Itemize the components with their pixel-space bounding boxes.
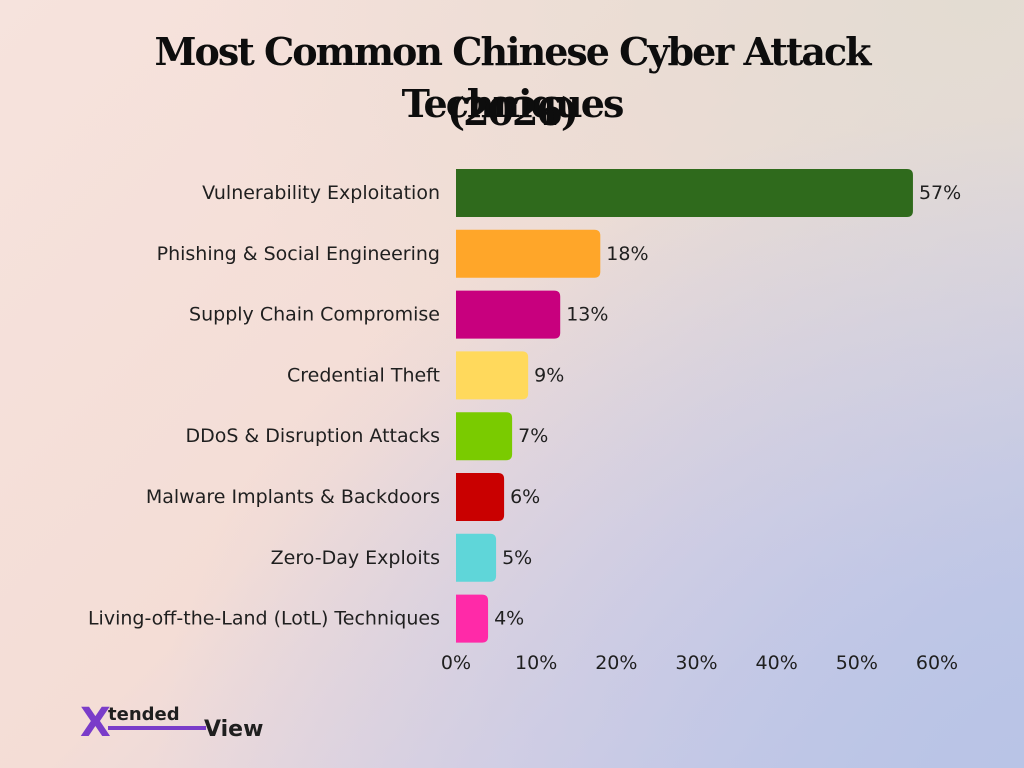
data-label: 4% xyxy=(494,608,524,630)
chart-title-line-2: (2026) xyxy=(447,89,579,134)
x-tick-label: 50% xyxy=(836,652,878,674)
x-tick-label: 10% xyxy=(515,652,557,674)
bar xyxy=(456,229,601,278)
data-label: 6% xyxy=(510,486,540,508)
category-label: Vulnerability Exploitation xyxy=(202,182,440,204)
xtendedview-logo: X tended View xyxy=(80,700,263,746)
category-label: Supply Chain Compromise xyxy=(189,304,440,326)
x-tick-label: 0% xyxy=(441,652,471,674)
category-label: DDoS & Disruption Attacks xyxy=(185,425,440,447)
bar xyxy=(456,351,529,400)
x-tick-label: 60% xyxy=(916,652,958,674)
bar xyxy=(456,473,505,521)
category-label: Living-off-the-Land (LotL) Techniques xyxy=(88,608,440,630)
category-label: Phishing & Social Engineering xyxy=(157,243,440,265)
logo-x-mark: X xyxy=(80,700,111,746)
category-label: Malware Implants & Backdoors xyxy=(146,486,440,508)
data-label: 7% xyxy=(518,425,548,447)
logo-view-text: View xyxy=(204,717,263,742)
x-tick-label: 30% xyxy=(675,652,717,674)
logo-tended-text: tended xyxy=(108,704,180,725)
data-label: 5% xyxy=(502,547,532,569)
category-label: Zero-Day Exploits xyxy=(271,547,440,569)
logo-underline xyxy=(108,726,206,730)
x-tick-label: 40% xyxy=(756,652,798,674)
data-label: 18% xyxy=(606,243,648,265)
data-label: 9% xyxy=(534,364,564,386)
chart-title-line-1: Most Common Chinese Cyber Attack Techniq… xyxy=(154,29,871,126)
data-label: 13% xyxy=(566,304,608,326)
bar xyxy=(456,412,513,461)
bar xyxy=(456,533,497,582)
data-label: 57% xyxy=(919,182,961,204)
x-tick-label: 20% xyxy=(595,652,637,674)
bar-chart: Vulnerability Exploitation 57% Phishing & … xyxy=(88,169,961,674)
bar xyxy=(456,169,913,217)
category-label: Credential Theft xyxy=(287,364,440,386)
bar xyxy=(456,290,561,339)
bar xyxy=(456,594,489,643)
